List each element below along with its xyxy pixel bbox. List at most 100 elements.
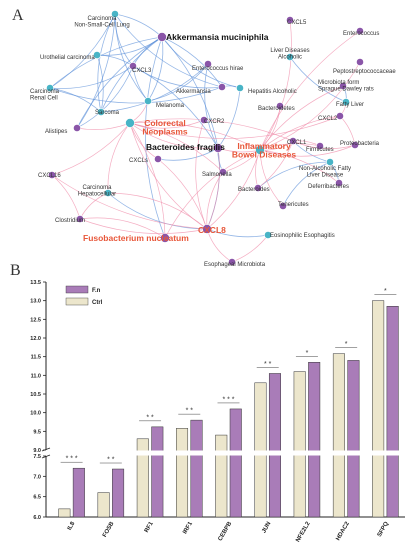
network-label-deferribacteres: Deferribacteres (308, 184, 349, 190)
y-tick-label: 9.5 (33, 429, 41, 435)
network-edge-eosinophilic-esophagitis-to-cxcl8 (206, 228, 269, 238)
bar-IL8-Ctrl (58, 508, 71, 518)
network-edge-urothelial-carcinoma-to-cxcl3 (96, 54, 134, 67)
network-node-cxcl8 (202, 224, 212, 234)
network-label-line: CXCL2 (318, 116, 338, 122)
network-node-fatty-liver (342, 98, 350, 106)
category-label: JUN (261, 521, 272, 534)
network-label-line: Sprague Dawley rats (318, 87, 374, 93)
significance-label: * * (146, 414, 154, 421)
network-label-line: Hepatocellular (78, 192, 116, 198)
bar-CEBPB-Ctrl (215, 434, 228, 518)
network-edge-colorectal-neoplasms-to-carcinoma-hepatocellular (107, 122, 131, 194)
network-node-carcinoma-hepatocellular (104, 189, 112, 197)
axis-break-gap (371, 450, 400, 456)
y-tick-label: 11.5 (31, 355, 41, 361)
network-label-line: Non-Alcoholic Fatty (299, 166, 351, 172)
network-edge-carcinoma-nsclc-to-melanoma (114, 13, 149, 102)
network-node-urothelial-carcinoma (93, 51, 101, 59)
network-label-line: Firmicutes (306, 147, 334, 153)
network-edge-cxcl8-to-cxcl16 (51, 174, 208, 230)
bar-CEBPB-F.n (229, 408, 242, 518)
bar-HDAC2-Ctrl (332, 353, 345, 518)
network-label-line: Proteobacteria (340, 141, 380, 147)
network-edge-inflammatory-bowel-diseases-to-proteobacteria (259, 144, 356, 157)
network-labels: Carcinoma Non-Small-Cell LungAkkermansia … (30, 16, 396, 268)
network-node-inflammatory-bowel-diseases (255, 145, 265, 155)
significance-label: * (306, 350, 309, 357)
network-edge-colorectal-neoplasms-to-alistipes (76, 122, 131, 130)
network-label-line: CXCL1 (287, 140, 307, 146)
network-node-microbiota-rats (339, 82, 347, 90)
bar-NFE2L2-Ctrl (293, 371, 306, 518)
network-label-eosinophilic-esophagitis: Eosinophilic Esophagitis (270, 233, 335, 239)
network-label-line: Sarcoma (95, 110, 120, 116)
axis-break-mark-upper (41, 447, 51, 452)
network-label-cxcr2: CXCR2 (204, 119, 225, 125)
network-edge-cxcls-to-bacteroides-fragilis (157, 147, 219, 161)
network-label-line: Eosinophilic Esophagitis (270, 233, 335, 239)
network-label-line: Alcoholic (278, 55, 302, 61)
network-label-cxcl2: CXCL2 (318, 116, 338, 122)
network-edge-sarcoma-to-enterococcus-hirae (100, 63, 209, 113)
network-edge-akkermansia-muciniphila-to-fusobacterium-nucleatum (144, 36, 166, 239)
y-tick-label: 13.5 (30, 280, 41, 286)
network-node-peptostreptococcaceae (356, 58, 364, 66)
network-label-line: Bacteroidetes (258, 106, 295, 112)
network-edge-inflammatory-bowel-diseases-to-enterococcus (259, 30, 361, 151)
bar-JUN-F.n (268, 373, 281, 518)
network-node-esophageal-microbiota (228, 258, 236, 266)
bar-IRF1-F.n (190, 419, 203, 518)
category-label: FOSB (102, 520, 116, 538)
network-node-cxcr2 (200, 116, 208, 124)
network-label-line: Bacteroides (238, 187, 270, 193)
network-edge-cxcl1-to-bacteroides (257, 140, 294, 189)
network-label-line: Fatty Liver (336, 102, 364, 108)
network-edge-eosinophilic-esophagitis-to-esophageal-microbiota (231, 234, 269, 263)
network-label-nafld: Non-Alcoholic Fatty Liver Disease (299, 166, 351, 179)
significance-label: * * (186, 408, 194, 415)
network-node-colorectal-neoplasms (125, 118, 135, 128)
network-label-sarcoma: Sarcoma (95, 110, 120, 116)
network-label-microbiota-rats: Microbiota form Sprague Dawley rats (318, 80, 374, 93)
network-node-bacteroidetes (276, 102, 284, 110)
network-node-eosinophilic-esophagitis (264, 231, 272, 239)
category-label: IRF1 (182, 520, 194, 535)
y-tick-label: 10.5 (30, 392, 41, 398)
network-label-line: Tenericutes (278, 202, 309, 208)
network-label-line: CXCR2 (204, 119, 225, 125)
network-node-deferribacteres (335, 179, 343, 187)
network-label-line: Enterococcus hirae (192, 66, 244, 72)
network-label-line: Carcinoma (87, 16, 117, 22)
network-edge-alistipes-to-cxcl3 (76, 65, 134, 129)
network-label-line: Neoplasms (142, 127, 188, 137)
network-label-hepatitis-alcoholic: Hepatitis Alcoholic (248, 89, 297, 95)
network-node-proteobacteria (351, 141, 359, 149)
network-node-alistipes (73, 124, 81, 132)
network-label-line: CXCL8 (198, 225, 226, 235)
network-node-cxcl5 (286, 16, 294, 24)
network-label-akkermansia-muciniphila: Akkermansia muciniphila (166, 32, 269, 42)
network-edge-colorectal-neoplasms-to-salmonella (129, 122, 224, 173)
network-edge-cxcl8-to-clostridium (79, 218, 208, 234)
network-node-cxcls (154, 155, 162, 163)
chart-bars (58, 300, 400, 518)
axis-break-gap (175, 450, 204, 456)
network-edge-colorectal-neoplasms-to-bacteroides-fragilis (129, 122, 219, 149)
network-edge-akkermansia-muciniphila-to-bacteroides-fragilis (161, 36, 219, 149)
network-edge-colorectal-neoplasms-to-fusobacterium-nucleatum (129, 122, 166, 239)
network-edge-carcinoma-nsclc-to-alistipes (76, 13, 116, 129)
network-label-line: Melanoma (156, 103, 185, 109)
network-edge-sarcoma-to-akkermansia-muciniphila (100, 36, 163, 113)
network-label-cxcl16: CXCL16 (38, 173, 61, 179)
network-label-carcinoma-hepatocellular: Carcinoma Hepatocellular (78, 185, 116, 198)
network-edge-nafld-to-tenericutes (282, 161, 331, 207)
significance-label: * * (264, 361, 272, 368)
y-tick-label: 13.0 (30, 299, 41, 305)
network-edge-colorectal-neoplasms-to-cxcl2 (129, 115, 341, 139)
network-node-cxcl1 (289, 137, 297, 145)
network-node-carcinoma-nsclc (111, 10, 119, 18)
legend-swatch-F.n (65, 285, 89, 294)
network-node-firmicutes (316, 142, 324, 150)
network-nodes (46, 10, 364, 266)
